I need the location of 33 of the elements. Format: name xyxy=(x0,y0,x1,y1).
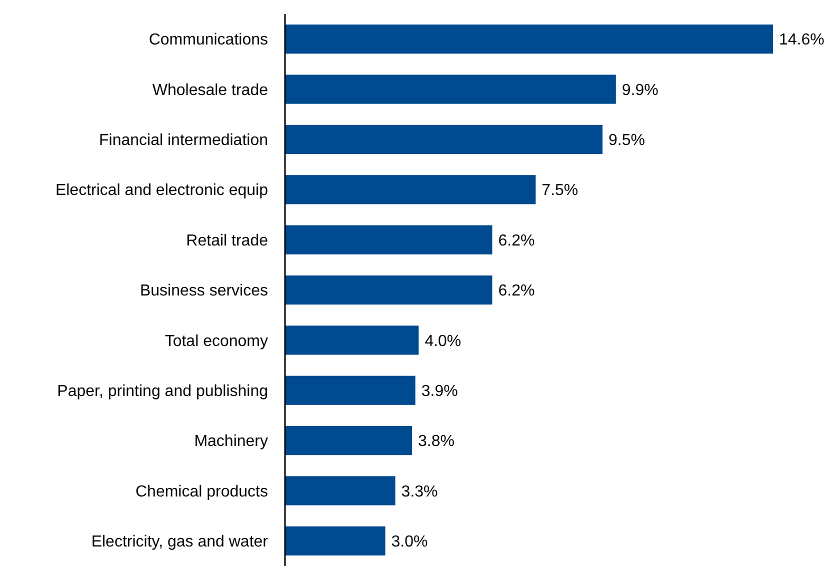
data-label: 9.5% xyxy=(608,132,646,150)
data-label: 7.5% xyxy=(542,182,578,200)
y-tick-label: Financial intermediation xyxy=(99,132,268,150)
data-label: 14.6% xyxy=(779,32,824,49)
data-label: 3.3% xyxy=(401,483,438,500)
bar xyxy=(285,376,416,405)
bar xyxy=(285,24,773,54)
data-label: 9.9% xyxy=(622,82,658,99)
bar xyxy=(285,74,616,104)
bar xyxy=(285,124,603,154)
data-label: 3.8% xyxy=(418,433,454,450)
data-label: 3.9% xyxy=(421,382,458,400)
data-label: 6.2% xyxy=(498,232,535,250)
bar xyxy=(285,326,419,355)
bar xyxy=(285,476,396,506)
data-label: 3.0% xyxy=(391,534,428,551)
y-tick-label: Chemical products xyxy=(136,483,268,500)
bar xyxy=(285,426,412,456)
bar xyxy=(285,275,492,305)
bar xyxy=(285,526,386,556)
data-label: 4.0% xyxy=(424,332,462,350)
data-label: 6.2% xyxy=(498,282,535,300)
y-tick-label: Electrical and electronic equip xyxy=(55,182,268,200)
y-tick-label: Paper, printing and publishing xyxy=(57,382,268,400)
y-tick-label: Wholesale trade xyxy=(152,82,268,99)
y-tick-label: Machinery xyxy=(194,433,268,450)
y-tick-label: Business services xyxy=(140,282,268,300)
y-tick-label: Retail trade xyxy=(186,232,268,250)
bar xyxy=(285,225,492,254)
y-tick-label: Communications xyxy=(148,32,268,49)
y-tick-label: Electricity, gas and water xyxy=(91,534,269,551)
bar xyxy=(285,175,536,204)
y-tick-label: Total economy xyxy=(164,332,268,350)
